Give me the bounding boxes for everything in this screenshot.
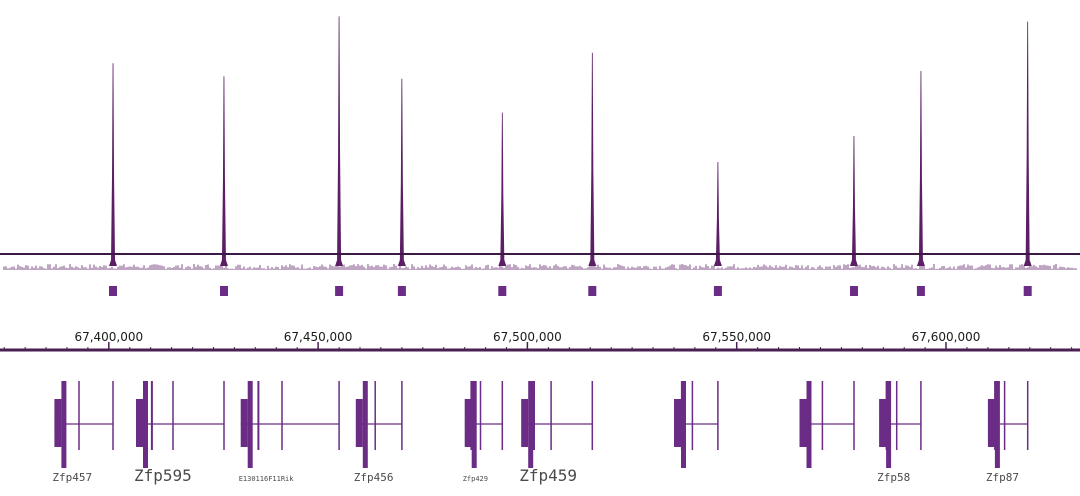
called-region-10 xyxy=(1023,286,1032,296)
gene-label: Zfp595 xyxy=(134,466,192,485)
signal-peak-2 xyxy=(219,76,228,266)
called-region-1 xyxy=(109,286,117,296)
called-region-9 xyxy=(916,286,925,296)
called-region-5 xyxy=(498,286,507,296)
gene-exon xyxy=(799,399,807,447)
gene-model-2: Zfp595 xyxy=(134,381,225,485)
signal-peak-4 xyxy=(397,78,406,266)
gene-label: Zfp58 xyxy=(877,471,910,484)
gene-exon xyxy=(994,381,1000,468)
gene-exon xyxy=(136,399,143,447)
gene-exon xyxy=(247,381,253,468)
gene-exon xyxy=(240,399,248,447)
gene-model-5: Zfp429 xyxy=(463,381,504,483)
gene-exon xyxy=(362,381,368,468)
gene-model-8 xyxy=(799,381,855,468)
called-region-8 xyxy=(850,286,858,296)
gene-label: Zfp457 xyxy=(52,471,92,484)
signal-track xyxy=(0,16,1080,270)
axis-tick-label: 67,600,000 xyxy=(912,330,981,344)
called-region-7 xyxy=(713,286,722,296)
gene-label: Zfp459 xyxy=(519,466,577,485)
called-region-4 xyxy=(397,286,406,296)
gene-exon xyxy=(54,399,62,447)
signal-peak-5 xyxy=(498,112,507,266)
background-noise xyxy=(3,264,1077,270)
gene-model-3: E130116F11Rik xyxy=(239,381,340,483)
gene-exon xyxy=(471,381,477,468)
gene-label: Zfp456 xyxy=(354,471,394,484)
gene-exon xyxy=(879,399,887,447)
genomic-coordinate-axis: 67,400,000 67,450,000 67,500,000 67,550,000… xyxy=(0,330,1080,352)
gene-model-4: Zfp456 xyxy=(354,381,403,484)
gene-model-9: Zfp58 xyxy=(877,381,922,484)
signal-peak-6 xyxy=(588,52,597,266)
called-region-2 xyxy=(220,286,228,296)
gene-exon xyxy=(143,381,148,468)
gene-exon xyxy=(355,399,363,447)
gene-exon xyxy=(528,381,534,468)
called-region-6 xyxy=(588,286,597,296)
axis-tick-label: 67,450,000 xyxy=(284,330,353,344)
gene-exon xyxy=(886,381,892,468)
signal-peak-8 xyxy=(849,136,858,266)
signal-peak-7 xyxy=(713,162,722,266)
axis-tick-label: 67,400,000 xyxy=(74,330,143,344)
gene-model-6: Zfp459 xyxy=(519,381,594,485)
gene-model-1: Zfp457 xyxy=(52,381,114,484)
gene-label: Zfp87 xyxy=(986,471,1019,484)
gene-model-7 xyxy=(674,381,719,468)
called-regions-track xyxy=(109,286,1032,296)
axis-tick-label: 67,550,000 xyxy=(702,330,771,344)
gene-annotation-track: Zfp457 Zfp595 E130116F11Rik Zfp456 Zfp429 Zfp… xyxy=(52,381,1029,485)
signal-peak-9 xyxy=(916,71,925,266)
gene-exon xyxy=(521,399,529,447)
gene-exon xyxy=(674,399,681,447)
gene-exon xyxy=(61,381,67,468)
gene-exon xyxy=(464,399,472,447)
gene-exon xyxy=(681,381,686,468)
gene-label: E130116F11Rik xyxy=(239,475,295,483)
gene-model-10: Zfp87 xyxy=(986,381,1029,484)
called-region-3 xyxy=(335,286,344,296)
signal-peak-3 xyxy=(335,16,344,267)
signal-peak-10 xyxy=(1023,21,1032,266)
signal-peak-1 xyxy=(109,63,118,267)
axis-tick-label: 67,500,000 xyxy=(493,330,562,344)
gene-label: Zfp429 xyxy=(463,475,488,483)
gene-exon xyxy=(987,399,995,447)
